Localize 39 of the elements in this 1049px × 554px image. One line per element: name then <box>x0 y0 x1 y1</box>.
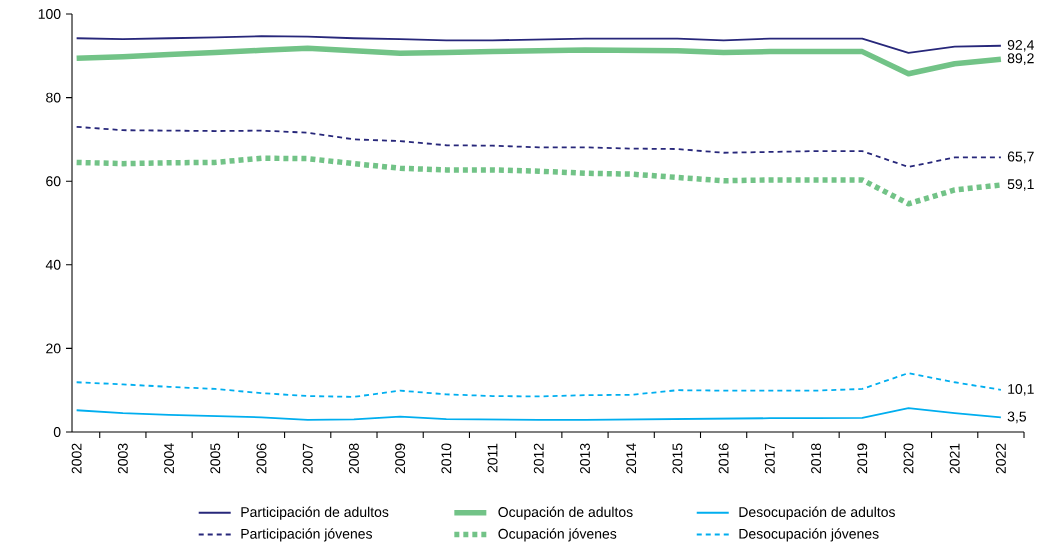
annotation: 3,5 <box>1007 411 1027 424</box>
legend-label: Ocupación de adultos <box>498 506 633 520</box>
x-tick-label: 2022 <box>995 443 1006 474</box>
x-tick-label: 2021 <box>949 443 960 474</box>
x-tick-label: 2018 <box>811 443 822 474</box>
x-tick-label: 2009 <box>395 443 406 474</box>
annotation: 10,1 <box>1008 384 1034 396</box>
y-tick-label: 80 <box>46 92 61 103</box>
y-tick-label: 0 <box>53 427 61 437</box>
x-tick-label: 2003 <box>117 443 128 474</box>
x-tick-label: 2010 <box>441 443 452 474</box>
y-tick-label: 40 <box>45 259 61 270</box>
x-tick-label: 2007 <box>302 443 313 474</box>
legend-label: Participación jóvenes <box>241 528 373 542</box>
y-tick-label: 100 <box>38 9 61 19</box>
x-tick-label: 2012 <box>533 443 544 474</box>
x-tick-label: 2006 <box>256 443 267 474</box>
x-tick-label: 2013 <box>580 443 590 474</box>
x-tick-label: 2004 <box>164 443 175 474</box>
annotation: 92,4 <box>1007 39 1034 52</box>
legend-label: Participación de adultos <box>241 506 389 520</box>
x-tick-label: 2002 <box>71 443 82 474</box>
legend-label: Ocupación jóvenes <box>498 528 617 542</box>
y-tick-label: 60 <box>46 176 61 187</box>
legend-label: Desocupación de adultos <box>739 506 895 520</box>
legend-label: Desocupación jóvenes <box>739 528 879 542</box>
x-tick-label: 2008 <box>348 443 359 474</box>
annotation: 65,7 <box>1007 151 1034 164</box>
x-tick-label: 2017 <box>764 443 775 474</box>
annotation: 89,2 <box>1007 53 1034 65</box>
x-tick-label: 2020 <box>903 443 914 474</box>
x-tick-label: 2011 <box>487 443 498 473</box>
x-tick-label: 2019 <box>857 443 868 474</box>
y-tick-label: 20 <box>46 343 61 354</box>
x-tick-label: 2015 <box>672 443 683 474</box>
annotation: 59,1 <box>1007 179 1034 191</box>
x-tick-label: 2014 <box>626 443 637 474</box>
x-tick-label: 2016 <box>718 443 729 474</box>
x-tick-label: 2005 <box>210 443 221 474</box>
